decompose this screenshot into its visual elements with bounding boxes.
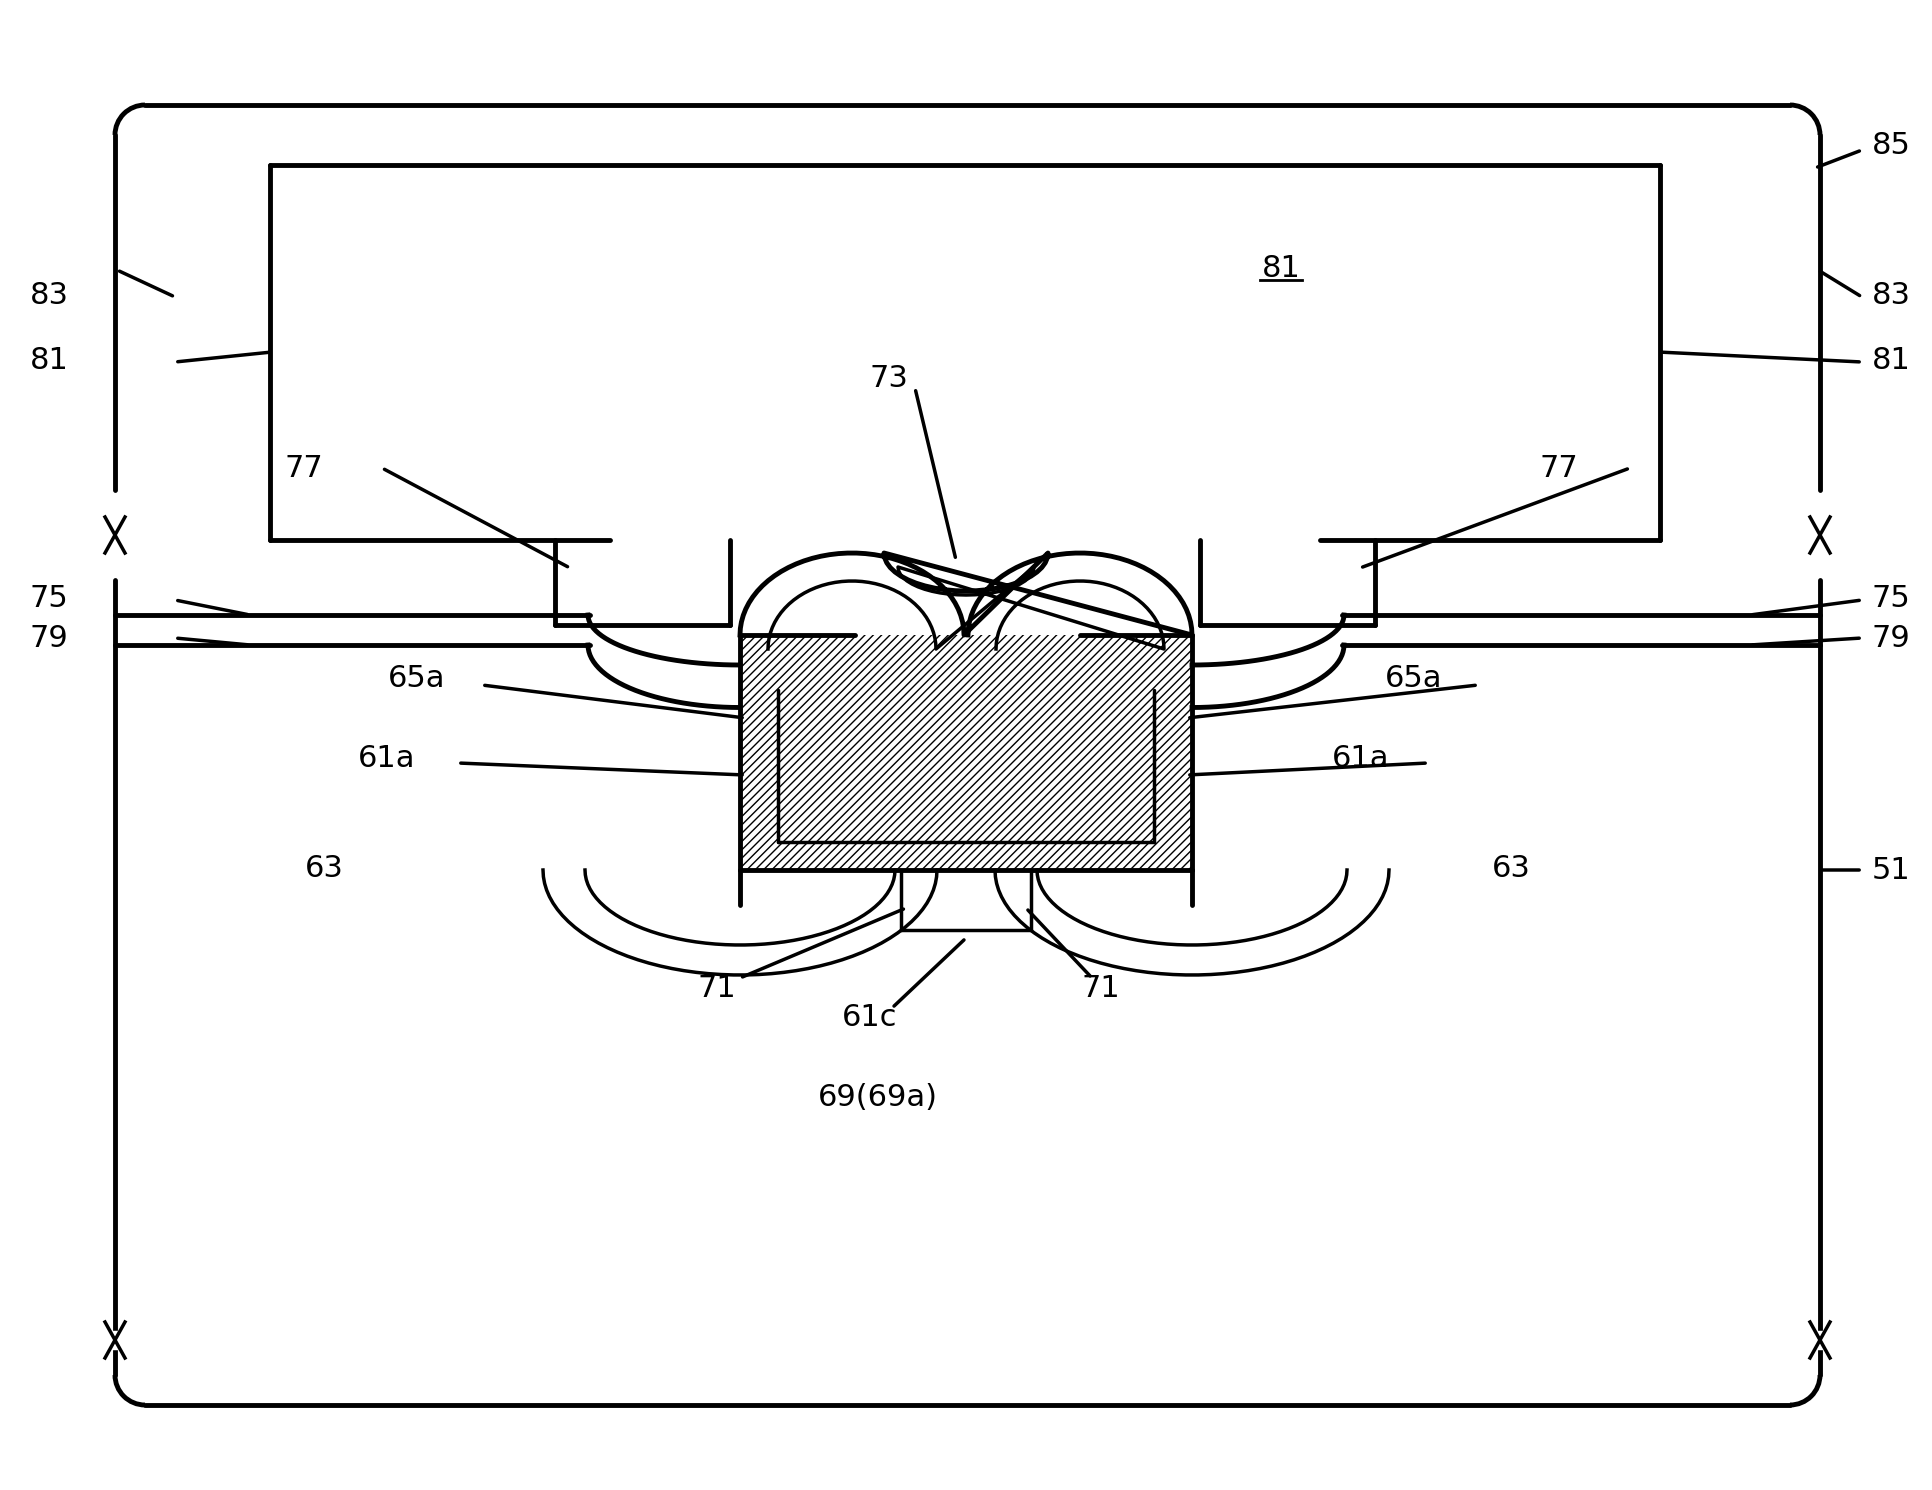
Text: 61a: 61a <box>1331 744 1389 772</box>
Text: 61c: 61c <box>842 1003 896 1033</box>
Text: 71: 71 <box>1082 973 1121 1003</box>
Bar <box>740 635 1192 870</box>
Text: 81: 81 <box>31 346 70 374</box>
Text: 61a: 61a <box>357 744 415 772</box>
Text: 83: 83 <box>31 280 70 310</box>
Text: 63: 63 <box>305 854 344 882</box>
Text: 65a: 65a <box>1385 663 1441 693</box>
Text: 77: 77 <box>1540 453 1578 483</box>
Text: 75: 75 <box>1870 584 1909 612</box>
Text: 77: 77 <box>284 453 323 483</box>
Text: 75: 75 <box>31 584 70 612</box>
Text: 73: 73 <box>869 364 908 392</box>
Text: 69(69a): 69(69a) <box>817 1083 937 1113</box>
Text: 51: 51 <box>1870 855 1909 885</box>
Text: 79: 79 <box>31 623 70 653</box>
Text: 83: 83 <box>1870 280 1911 310</box>
Text: 65a: 65a <box>388 663 444 693</box>
Text: 81: 81 <box>1870 346 1911 374</box>
Text: 85: 85 <box>1870 131 1911 159</box>
Text: 63: 63 <box>1492 854 1530 882</box>
Text: 71: 71 <box>697 973 736 1003</box>
Text: 79: 79 <box>1870 623 1909 653</box>
Text: 81: 81 <box>1262 253 1300 283</box>
